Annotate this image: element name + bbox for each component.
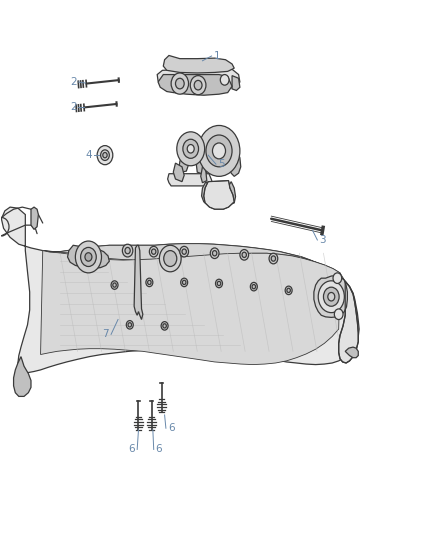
Circle shape <box>111 281 118 289</box>
Circle shape <box>113 283 116 287</box>
Polygon shape <box>31 207 39 229</box>
Circle shape <box>323 287 339 306</box>
Circle shape <box>171 73 188 94</box>
Text: 7: 7 <box>102 329 109 340</box>
Polygon shape <box>43 244 345 281</box>
Polygon shape <box>314 276 347 317</box>
Polygon shape <box>14 357 31 397</box>
Polygon shape <box>173 163 184 182</box>
Circle shape <box>328 293 335 301</box>
Polygon shape <box>1 207 359 373</box>
Circle shape <box>128 322 131 327</box>
Circle shape <box>180 246 188 257</box>
Circle shape <box>242 252 247 257</box>
Polygon shape <box>134 245 143 319</box>
Circle shape <box>149 246 158 257</box>
Polygon shape <box>197 151 209 175</box>
Circle shape <box>287 288 290 293</box>
Circle shape <box>148 280 151 285</box>
Circle shape <box>146 278 153 287</box>
Circle shape <box>212 251 217 256</box>
Circle shape <box>194 80 202 90</box>
Text: 6: 6 <box>129 445 135 455</box>
Polygon shape <box>196 155 204 174</box>
Polygon shape <box>345 347 358 358</box>
Text: 6: 6 <box>155 445 162 455</box>
Circle shape <box>285 286 292 295</box>
Circle shape <box>217 281 221 286</box>
Circle shape <box>177 132 205 166</box>
Text: 1: 1 <box>213 51 220 61</box>
Circle shape <box>163 324 166 328</box>
Polygon shape <box>157 68 240 90</box>
Polygon shape <box>201 182 210 204</box>
Circle shape <box>187 144 194 153</box>
Circle shape <box>190 76 206 95</box>
Circle shape <box>198 125 240 176</box>
Polygon shape <box>67 245 110 269</box>
Polygon shape <box>163 55 234 73</box>
Circle shape <box>212 143 226 159</box>
Polygon shape <box>168 174 212 186</box>
Circle shape <box>251 282 257 291</box>
Circle shape <box>126 320 133 329</box>
Text: 5: 5 <box>218 159 225 169</box>
Circle shape <box>252 285 255 289</box>
Circle shape <box>240 249 249 260</box>
Circle shape <box>269 253 278 264</box>
Circle shape <box>125 247 130 254</box>
Polygon shape <box>41 251 340 365</box>
Text: 4: 4 <box>85 150 92 160</box>
Circle shape <box>271 256 276 261</box>
Polygon shape <box>228 182 236 204</box>
Polygon shape <box>204 181 234 209</box>
Circle shape <box>183 139 198 158</box>
Circle shape <box>164 251 177 266</box>
Polygon shape <box>179 155 188 172</box>
Circle shape <box>159 245 181 272</box>
Circle shape <box>215 279 223 288</box>
Text: 2: 2 <box>70 77 77 87</box>
Polygon shape <box>339 281 358 363</box>
Circle shape <box>318 281 344 313</box>
Circle shape <box>122 244 133 257</box>
Circle shape <box>152 249 156 254</box>
Circle shape <box>206 135 232 167</box>
Circle shape <box>210 248 219 259</box>
Polygon shape <box>232 76 240 91</box>
Circle shape <box>176 78 184 89</box>
Circle shape <box>85 253 92 261</box>
Polygon shape <box>201 163 207 183</box>
Circle shape <box>220 75 229 85</box>
Circle shape <box>183 280 186 285</box>
Polygon shape <box>229 151 241 176</box>
Text: 3: 3 <box>319 235 326 245</box>
Circle shape <box>103 152 107 158</box>
Circle shape <box>334 309 343 319</box>
Circle shape <box>333 273 342 284</box>
Circle shape <box>97 146 113 165</box>
Circle shape <box>101 150 110 160</box>
Text: 6: 6 <box>168 423 174 433</box>
Circle shape <box>161 321 168 330</box>
Text: 2: 2 <box>70 102 77 112</box>
Circle shape <box>81 247 96 266</box>
Circle shape <box>75 241 102 273</box>
Circle shape <box>182 249 186 254</box>
Polygon shape <box>158 75 232 95</box>
Circle shape <box>181 278 187 287</box>
